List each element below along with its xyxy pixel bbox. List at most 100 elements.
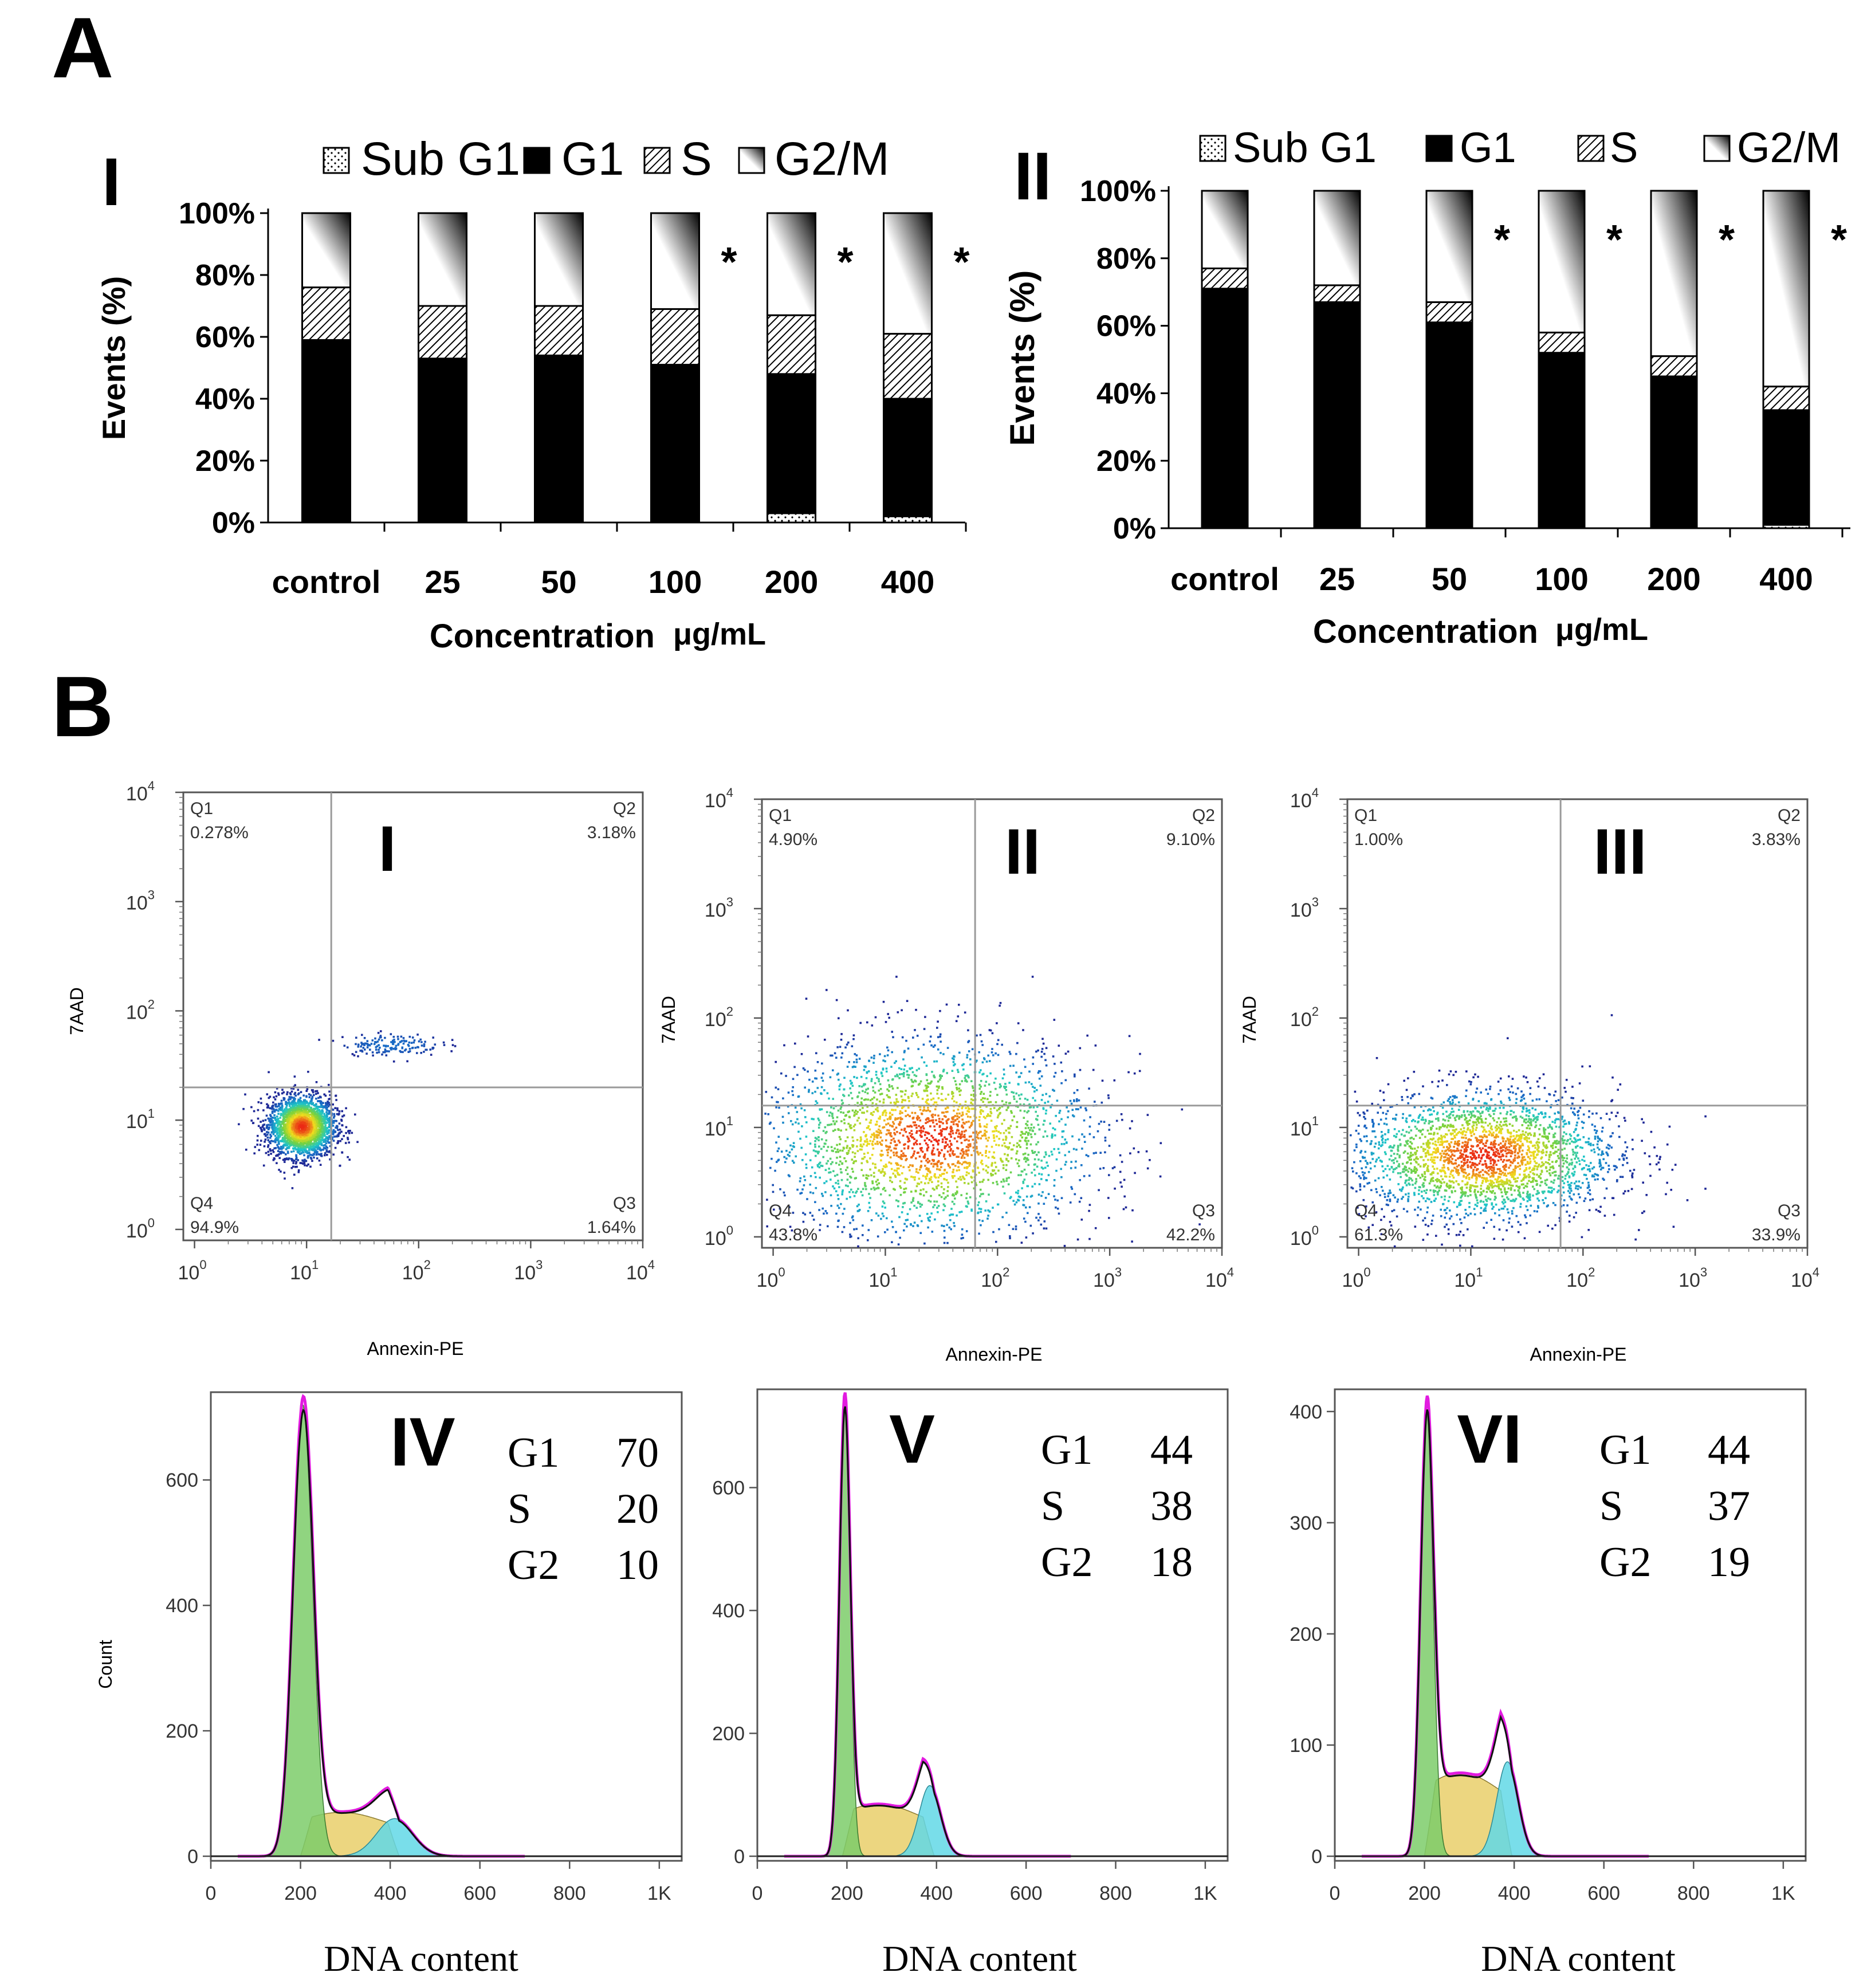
event-dot [1015,1052,1017,1055]
event-dot [382,1051,384,1054]
event-dot [280,1170,282,1173]
event-dot [1041,1048,1044,1050]
event-dot [337,1129,339,1131]
event-dot [309,1102,312,1104]
event-dot [876,1143,879,1145]
event-dot [256,1139,259,1142]
event-dot [815,1138,818,1140]
event-dot [1019,1140,1021,1142]
event-dot [879,1141,881,1144]
event-dot [821,1207,824,1210]
event-dot [1028,1106,1031,1109]
event-dot [793,1066,796,1068]
event-dot [911,1111,914,1114]
event-dot [299,1101,301,1104]
event-dot [960,1142,963,1144]
event-dot [390,1047,393,1049]
event-dot [1011,1136,1013,1138]
event-dot [956,1123,959,1126]
event-dot [849,1148,851,1150]
event-dot [844,1046,847,1049]
event-dot [934,1218,936,1221]
event-dot [791,1148,793,1151]
event-dot [270,1153,272,1155]
event-dot [891,1181,893,1184]
event-dot [300,1107,302,1109]
event-dot [1044,1166,1047,1169]
event-dot [966,1115,969,1118]
event-dot [886,1228,889,1231]
bar-g1-25 [418,357,467,524]
event-dot [262,1109,265,1111]
event-dot [851,1158,854,1161]
event-dot [258,1149,261,1152]
event-dot [1010,1196,1012,1199]
event-dot [1074,1075,1076,1078]
event-dot [302,1118,304,1121]
event-dot [278,1150,281,1153]
event-dot [356,1141,359,1144]
event-dot [1043,1156,1045,1158]
event-dot [295,1124,298,1126]
event-dot [991,1156,994,1158]
event-dot [839,1138,842,1141]
event-dot [305,1141,307,1143]
event-dot [276,1133,278,1135]
event-dot [315,1130,317,1133]
event-dot [1037,1219,1040,1221]
event-dot [879,1130,882,1132]
event-dot [302,1099,305,1102]
event-dot [291,1111,294,1114]
event-dot [783,1191,785,1194]
event-dot [293,1121,295,1123]
event-dot [272,1108,275,1110]
event-dot [836,1194,839,1196]
event-dot [1042,1107,1045,1110]
event-dot [912,1176,915,1178]
event-dot [843,1095,846,1097]
bar-g2-m-50 [534,212,584,307]
event-dot [969,1116,972,1118]
event-dot [298,1121,300,1123]
event-dot [880,1159,882,1162]
event-dot [1067,1050,1070,1053]
event-dot [294,1138,297,1141]
event-dot [375,1048,378,1051]
event-dot [926,1121,929,1123]
event-dot [289,1105,291,1107]
event-dot [925,1118,927,1121]
event-dot [892,1172,894,1175]
event-dot [985,1155,987,1157]
event-dot [1053,1148,1055,1150]
event-dot [275,1095,278,1098]
event-dot [931,1150,934,1153]
event-dot [891,1226,894,1228]
event-dot [867,1087,869,1090]
legend-s-swatch [1577,135,1605,162]
event-dot [298,1148,300,1150]
event-dot [956,1129,958,1132]
event-dot [872,1186,875,1189]
event-dot [932,1046,935,1048]
event-dot [850,1176,852,1179]
event-dot [892,1121,894,1123]
event-dot [890,1168,893,1170]
event-dot [819,1109,821,1111]
event-dot [1050,1106,1052,1109]
event-dot [868,1206,871,1209]
event-dot [999,1086,1001,1089]
event-dot [948,1133,950,1136]
event-dot [1017,1083,1020,1086]
event-dot [284,1158,286,1161]
event-dot [815,1154,817,1157]
event-dot [895,1162,897,1165]
event-dot [290,1119,293,1122]
event-dot [1011,1119,1014,1122]
event-dot [885,1067,888,1070]
event-dot [312,1142,315,1145]
event-dot [965,1171,968,1174]
event-dot [920,1160,923,1162]
event-dot [1040,1055,1043,1058]
event-dot [993,1136,995,1139]
event-dot [989,1094,992,1097]
